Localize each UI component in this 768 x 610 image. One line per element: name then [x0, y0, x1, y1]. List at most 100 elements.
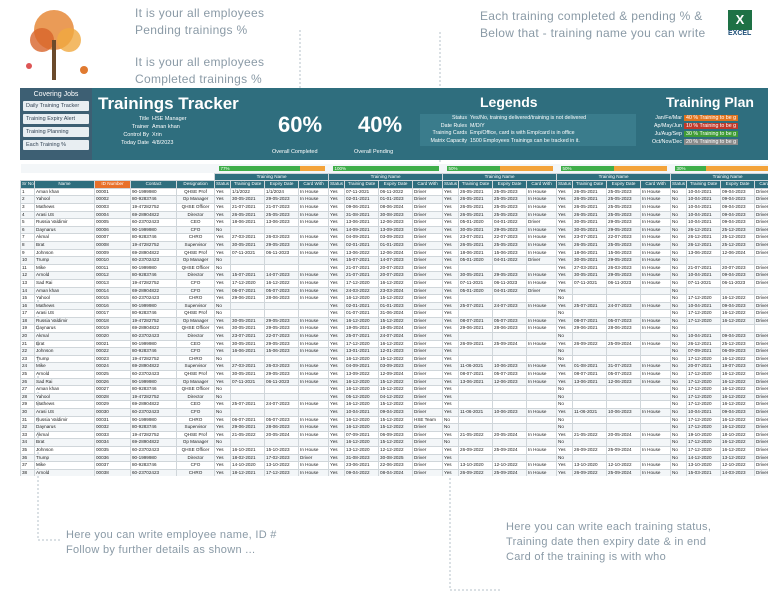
cell: 60-23702423: [130, 370, 177, 379]
employee-row: 21 Brat 00021 90-1999980 CEO Yes 30-05-2021 29-…: [20, 339, 768, 349]
cell: In House: [640, 324, 672, 334]
cell: No: [670, 453, 688, 463]
cell: 25-09-2024: [606, 339, 642, 349]
cell: Yes: [442, 210, 460, 220]
cell: 05-07-2023: [492, 370, 528, 379]
cell: Op Manager: [175, 195, 216, 204]
cell: [458, 263, 494, 273]
cell: Driver: [412, 370, 444, 379]
cell: 27-03-2021: [572, 263, 608, 273]
cell: Aman khan: [34, 385, 95, 394]
cell: 26-12-2021: [686, 339, 722, 349]
cell: Driver: [754, 453, 768, 463]
cell: 09-04-2023: [720, 195, 756, 204]
cell: CHRO: [175, 233, 216, 242]
annotation: It is your all employees Pending training…: [135, 6, 265, 37]
cell: 05-07-2023: [264, 286, 300, 296]
cell: [230, 408, 266, 417]
cell: [458, 415, 494, 425]
cell: 25-05-2023: [606, 210, 642, 220]
dashboard-band: Covering Jobs Daily Training Tracker Trai…: [20, 88, 768, 160]
cell: [492, 385, 528, 394]
cell: 12-10-2022: [606, 461, 642, 470]
cell: Yes: [214, 218, 232, 227]
cell: 00028: [94, 392, 131, 402]
cell: 30-05-2021: [230, 316, 266, 326]
cell: 05-07-2023: [606, 370, 642, 379]
cell: 16-12-2020: [344, 377, 380, 387]
cell: 17-12-2020: [230, 278, 266, 288]
menu-button[interactable]: Each Training %: [23, 140, 89, 150]
cell: [572, 354, 608, 364]
cell: No: [214, 301, 232, 311]
cell: Yes: [442, 408, 460, 417]
menu-button[interactable]: Training Planning: [23, 127, 89, 137]
cell: Daynarus: [34, 324, 95, 334]
cell: Yes: [328, 385, 346, 394]
cell: 00016: [94, 301, 131, 311]
cell: 05-07-2023: [492, 316, 528, 326]
cell: Yes: [442, 286, 460, 296]
cell: [458, 347, 494, 356]
cell: 05-01-2020: [458, 286, 494, 296]
cell: Driver: [754, 400, 768, 409]
progress-track: 50%: [560, 165, 667, 171]
cell: [492, 347, 528, 356]
cell: 30-05-2021: [230, 370, 266, 379]
menu-button[interactable]: Training Expiry Alert: [23, 114, 89, 124]
cell: 26-05-2021: [458, 240, 494, 250]
cell: 17-12-2020: [686, 370, 722, 379]
cell: Yes: [442, 256, 460, 265]
cell: 00011: [94, 263, 131, 273]
cell: In House: [640, 362, 672, 372]
cell: In House: [526, 195, 558, 204]
cell: 17-12-2020: [686, 423, 722, 432]
cell: CHRO: [175, 354, 216, 364]
cell: CFO: [175, 408, 216, 417]
cell: Yes: [328, 202, 346, 212]
cell: 13: [20, 278, 35, 288]
cell: 09-04-2023: [720, 202, 756, 212]
progress-label: 100%: [334, 165, 347, 171]
cell: Driver: [412, 195, 444, 204]
cell: 30-05-2021: [458, 225, 494, 235]
cell: In House: [526, 187, 558, 197]
cell: 29-05-2023: [264, 370, 300, 379]
cell: Driver: [754, 187, 768, 197]
cell: Akmal: [34, 233, 95, 242]
cell: 16-12-2020: [344, 400, 380, 409]
cell: No: [670, 271, 688, 280]
cell: Driver: [412, 294, 444, 303]
cell: 00033: [94, 430, 131, 440]
cell: 16-12-2022: [720, 377, 756, 387]
cell: 20: [20, 332, 35, 341]
cell: 08-07-2021: [458, 316, 494, 326]
cell: Brat: [34, 240, 95, 250]
cell: Yes: [442, 370, 460, 379]
cell: No: [670, 362, 688, 372]
cell: In House: [640, 316, 672, 326]
cell: In House: [640, 430, 672, 440]
cell: Yes: [442, 385, 460, 394]
cell: Brat: [34, 438, 95, 447]
cell: Yes: [442, 202, 460, 212]
cell: 25: [20, 370, 35, 379]
cell: [298, 438, 330, 447]
cell: QHSE Prof: [175, 370, 216, 379]
cell: Yes: [442, 392, 460, 402]
cell: 30-05-2021: [572, 256, 608, 265]
cell: 20-05-2024: [606, 430, 642, 440]
cell: Yes: [328, 423, 346, 432]
column-header: Status: [556, 180, 574, 189]
cell: Driver: [754, 423, 768, 432]
cell: 19-47282752: [130, 392, 177, 402]
cell: 21-07-2021: [344, 263, 380, 273]
cell: No: [670, 438, 688, 447]
cell: Driver: [412, 392, 444, 402]
cell: 01-08-2021: [572, 362, 608, 372]
cell: 90-1999980: [130, 301, 177, 311]
cell: 00004: [94, 210, 131, 220]
cell: 31: [20, 415, 35, 425]
menu-button[interactable]: Daily Training Tracker: [23, 101, 89, 111]
cell: Yes: [442, 362, 460, 372]
